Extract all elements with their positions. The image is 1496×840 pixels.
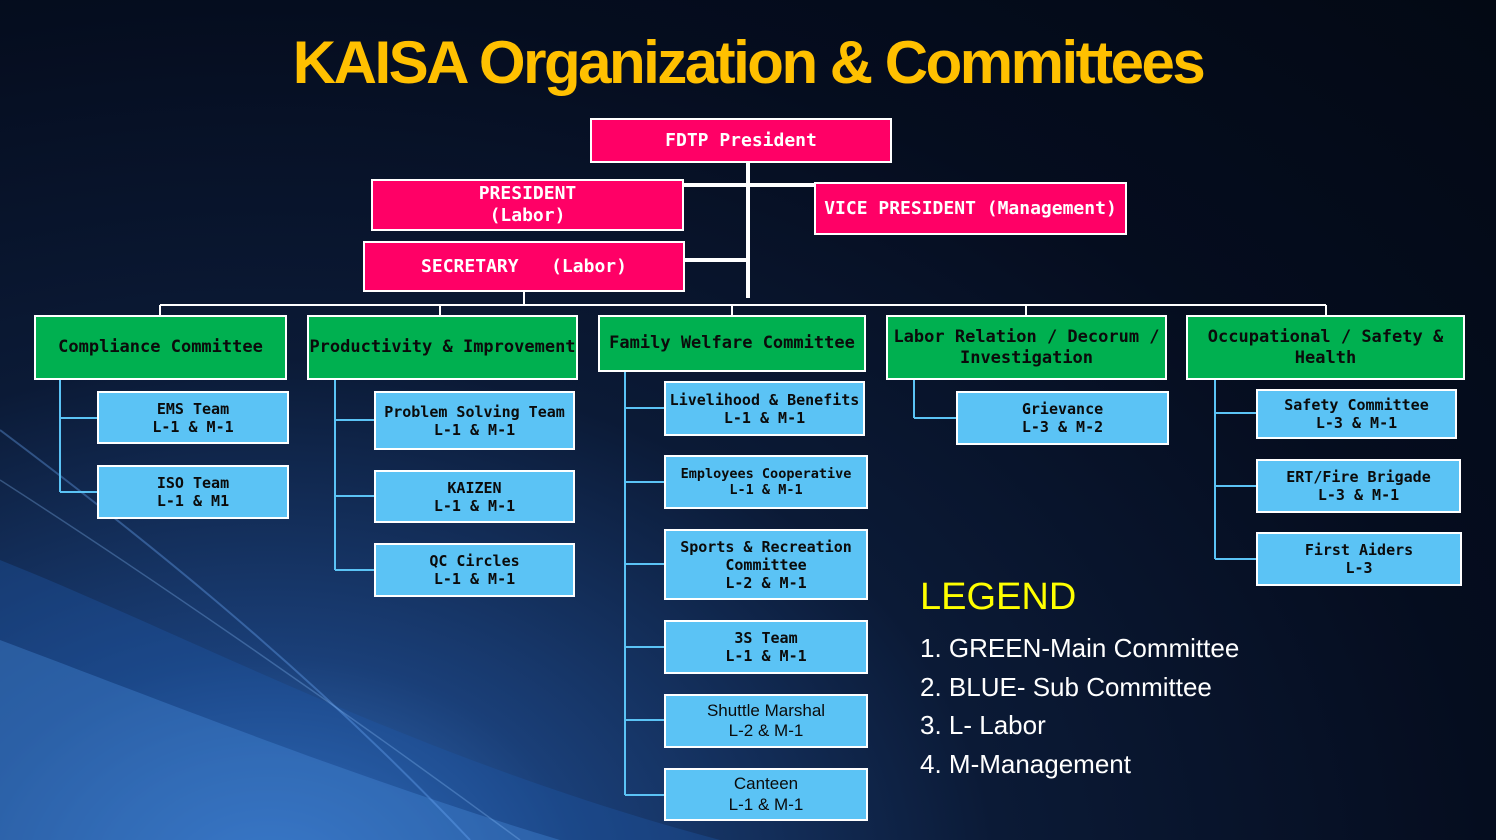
labor-relation-committee-box: Labor Relation / Decorum / Investigation [886,315,1167,380]
committee-name: Compliance Committee [58,337,263,358]
sub-committee-shuttle-marshal: Shuttle Marshal L-2 & M-1 [664,694,868,748]
fdtp-president-box: FDTP President [590,118,892,163]
page-title: KAISA Organization & Committees [292,29,1206,96]
sub-name: First Aiders [1304,541,1414,559]
sub-name: 3S Team [734,629,798,647]
sub-committee-qc-circles: QC Circles L-1 & M-1 [374,543,575,597]
sub-rep: L-1 & M-1 [725,647,807,665]
sub-committee-iso-team: ISO Team L-1 & M1 [97,465,289,519]
president-sub-label: (Labor) [489,205,566,226]
sub-rep: L-1 & M-1 [152,417,234,436]
sub-name: KAIZEN [447,478,502,497]
sub-committee-grievance: Grievance L-3 & M-2 [956,391,1169,445]
sub-name: Problem Solving Team [384,402,565,421]
sub-name-line2: Committee [725,555,807,574]
sub-rep: L-1 & M1 [156,492,230,510]
productivity-improvement-box: Productivity & Improvement [307,315,578,380]
sub-rep: L-1 & M-1 [433,496,516,515]
committee-name-line2: Investigation [959,347,1094,368]
compliance-committee-box: Compliance Committee [34,315,287,380]
vice-president-box: VICE PRESIDENT (Management) [814,182,1127,235]
sub-name: Canteen [733,774,799,794]
sub-committee-kaizen: KAIZEN L-1 & M-1 [374,470,575,523]
sub-rep: L-2 & M-1 [728,721,804,740]
sub-rep: L-3 & M-1 [1315,414,1398,432]
sub-rep: L-3 & M-2 [1021,418,1104,436]
sub-committee-employees-cooperative: Employees Cooperative L-1 & M-1 [664,455,868,509]
occupational-safety-health-box: Occupational / Safety & Health [1186,315,1465,380]
sub-rep: L-1 & M-1 [729,482,803,498]
legend: LEGEND 1. GREEN-Main Committee 2. BLUE- … [920,576,1239,783]
committee-name: Labor Relation / Decorum / [893,327,1160,348]
sub-rep: L-3 [1345,559,1373,577]
sub-rep: L-1 & M-1 [433,420,516,439]
legend-item-labor: 3. L- Labor [920,710,1046,740]
fdtp-president-label: FDTP President [665,129,817,151]
sub-name: Sports & Recreation [680,537,852,556]
president-label: PRESIDENT [478,183,577,205]
sub-rep: L-2 & M-1 [725,573,807,592]
sub-name: Grievance [1021,400,1104,418]
sub-committee-ert-fire-brigade: ERT/Fire Brigade L-3 & M-1 [1256,459,1461,513]
sub-name: Livelihood & Benefits [669,390,860,409]
sub-name: Shuttle Marshal [706,700,826,720]
sub-committee-first-aiders: First Aiders L-3 [1256,532,1462,586]
legend-item-management: 4. M-Management [920,748,1131,779]
sub-committee-safety: Safety Committee L-3 & M-1 [1256,389,1457,439]
sub-committee-problem-solving: Problem Solving Team L-1 & M-1 [374,391,575,450]
secretary-label: SECRETARY (Labor) [421,255,627,277]
legend-item-blue: 2. BLUE- Sub Committee [920,671,1212,702]
sub-name: Employees Cooperative [680,465,852,482]
sub-rep: L-1 & M-1 [728,794,804,814]
sub-rep: L-1 & M-1 [723,408,806,427]
family-welfare-committee-box: Family Welfare Committee [598,315,866,372]
legend-title: LEGEND [920,576,1077,618]
committee-name: Occupational / Safety & Health [1207,327,1444,368]
committee-name: Productivity & Improvement [309,337,576,358]
president-box: PRESIDENT (Labor) [371,179,684,231]
sub-committee-canteen: Canteen L-1 & M-1 [664,768,868,821]
legend-item-green: 1. GREEN-Main Committee [920,633,1240,663]
sub-committee-3s-team: 3S Team L-1 & M-1 [664,620,868,674]
sub-rep: L-1 & M-1 [433,570,516,588]
sub-name: Safety Committee [1284,396,1429,414]
vice-president-label: VICE PRESIDENT (Management) [824,197,1117,219]
committee-name: Family Welfare Committee [609,333,855,354]
sub-name: ISO Team [156,474,230,492]
sub-committee-sports-recreation: Sports & Recreation Committee L-2 & M-1 [664,529,868,600]
secretary-box: SECRETARY (Labor) [363,241,685,292]
sub-committee-ems-team: EMS Team L-1 & M-1 [97,391,289,444]
sub-committee-livelihood: Livelihood & Benefits L-1 & M-1 [664,381,865,436]
sub-name: EMS Team [156,399,230,418]
sub-rep: L-3 & M-1 [1317,486,1400,504]
sub-name: QC Circles [429,552,520,570]
sub-name: ERT/Fire Brigade [1286,468,1431,486]
